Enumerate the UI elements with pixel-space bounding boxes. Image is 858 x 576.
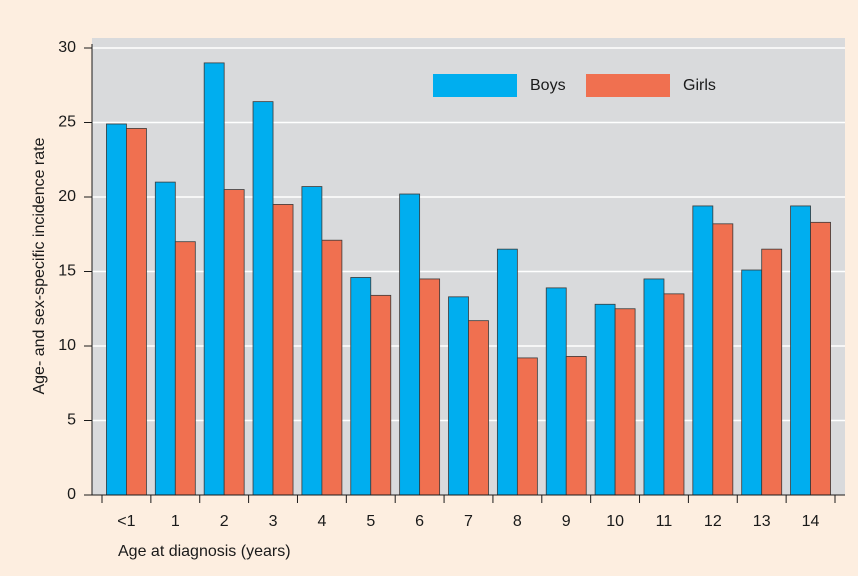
bar [810,221,831,496]
x-axis-title: Age at diagnosis (years) [118,543,291,560]
bar [301,186,323,496]
bar [468,320,489,496]
bar [370,294,392,496]
x-tick-label: 4 [317,513,326,530]
bar [545,287,567,496]
x-tick-label: 9 [562,513,571,530]
x-tick-label: 14 [802,513,820,530]
x-tick-label: <1 [117,513,135,530]
y-tick-label: 20 [58,188,76,205]
bar [154,181,176,496]
bar [594,303,616,496]
bar [106,123,127,496]
x-tick-label: 3 [269,513,278,530]
bar [643,278,665,496]
bar [203,62,225,496]
legend-swatch [586,74,670,97]
y-tick-label: 25 [58,114,76,131]
y-axis-title: Age- and sex-specific incidence rate [31,137,48,394]
x-tick-label: 2 [220,513,229,530]
bar [565,356,587,496]
bar [790,205,811,496]
legend-label: Boys [530,77,566,94]
bar [252,101,274,496]
y-tick-label: 0 [67,486,76,503]
bar [712,223,734,496]
bar [692,205,714,496]
y-tick-label: 15 [58,263,76,280]
legend-label: Girls [683,77,716,94]
x-tick-label: 12 [704,513,722,530]
bar [399,193,421,496]
x-tick-label: 6 [415,513,424,530]
bar [663,293,685,496]
bar [272,204,294,496]
bar [126,128,147,496]
bar [419,278,441,496]
bar [741,269,763,496]
x-tick-label: 1 [171,513,180,530]
bar [516,357,538,496]
bar [350,277,372,496]
bar [496,248,518,496]
bar [448,296,469,496]
bar [761,248,783,496]
bar [174,241,196,496]
y-tick-label: 30 [58,39,76,56]
y-tick-label: 10 [58,337,76,354]
x-tick-label: 7 [464,513,473,530]
legend-swatch [433,74,517,97]
bar [614,308,636,496]
bar [223,189,245,496]
bar [321,239,343,496]
x-tick-label: 8 [513,513,522,530]
y-tick-label: 5 [67,412,76,429]
x-tick-label: 10 [606,513,624,530]
x-tick-label: 13 [753,513,771,530]
x-tick-label: 5 [366,513,375,530]
x-tick-label: 11 [656,513,673,530]
